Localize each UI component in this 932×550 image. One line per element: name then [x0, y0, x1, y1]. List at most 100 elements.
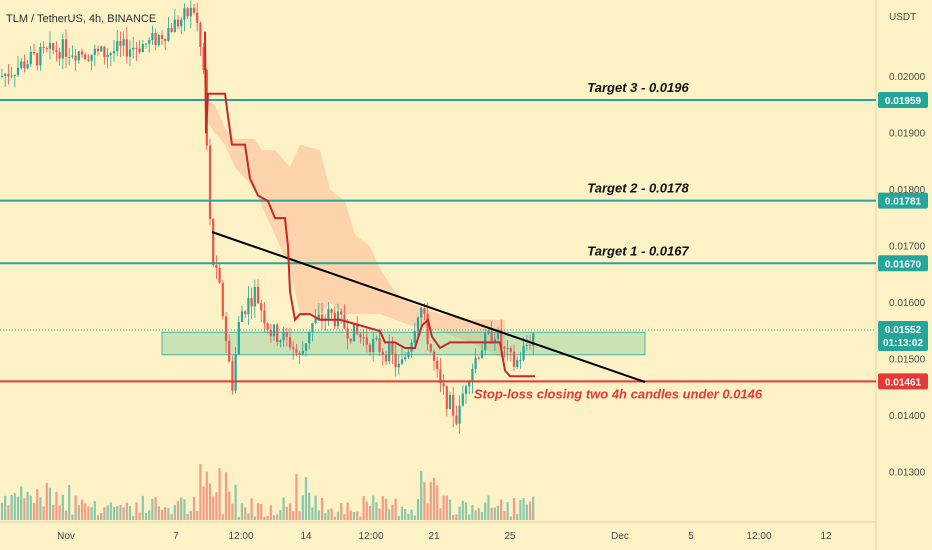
y-tick-label: 0.01400 — [889, 411, 926, 422]
candle-body — [234, 354, 237, 391]
candle-body — [327, 309, 330, 319]
candle-body — [503, 346, 506, 349]
candle-body — [96, 48, 100, 52]
candle-body — [39, 46, 42, 66]
candle-body — [500, 329, 503, 347]
candle-body — [445, 386, 448, 409]
volume-bar — [100, 512, 103, 520]
candle-body — [154, 33, 157, 46]
volume-bar — [368, 505, 372, 520]
candle-body — [87, 59, 90, 61]
volume-bar — [288, 503, 292, 520]
volume-bar — [77, 504, 80, 520]
volume-bar — [324, 513, 327, 520]
x-tick-label: 21 — [428, 531, 440, 542]
volume-bar — [346, 502, 349, 520]
volume-bars — [0, 464, 535, 520]
candle-body — [231, 361, 234, 391]
candle-body — [132, 47, 135, 50]
volume-bar — [13, 493, 16, 520]
x-tick-label: 12:00 — [228, 531, 253, 542]
candle-body — [362, 337, 365, 339]
volume-bar — [68, 485, 71, 520]
candle-body — [266, 323, 269, 330]
volume-bar — [480, 511, 484, 520]
candle-body — [292, 347, 295, 350]
level-price-badge — [878, 255, 928, 272]
candle-body — [4, 73, 7, 76]
volume-bar — [231, 503, 234, 520]
volume-bar — [359, 516, 362, 520]
volume-bar — [448, 499, 452, 520]
candle-body — [48, 43, 52, 49]
candle-body — [122, 39, 125, 46]
candle-body — [116, 41, 119, 52]
x-tick-label: 12:00 — [358, 531, 383, 542]
candle-body — [420, 308, 423, 318]
volume-bar — [196, 510, 199, 520]
supertrend-band — [208, 99, 505, 360]
candle-body — [375, 338, 378, 340]
candle-body — [301, 350, 304, 355]
volume-bar — [516, 513, 519, 520]
volume-bar — [484, 502, 487, 520]
volume-bar — [455, 514, 458, 520]
volume-bar — [135, 502, 138, 520]
trendlines — [204, 31, 646, 383]
candle-body — [413, 331, 416, 343]
volume-bar — [106, 505, 109, 520]
supertrend-band-fill — [208, 99, 505, 360]
volume-bar — [269, 505, 272, 520]
candle-body — [455, 415, 458, 424]
candle-body — [416, 317, 420, 332]
current-price-text: 0.01552 — [885, 325, 922, 336]
candle-body — [320, 314, 324, 321]
candle-body — [407, 351, 410, 358]
volume-bar — [394, 498, 397, 520]
candle-body — [464, 386, 468, 394]
candle-body — [32, 51, 36, 54]
candle-body — [317, 314, 320, 319]
candle-body — [52, 43, 55, 51]
candle-body — [144, 43, 148, 45]
volume-bar — [244, 507, 247, 520]
candle-body — [135, 47, 138, 49]
volume-bar — [132, 515, 135, 520]
volume-bar — [522, 498, 525, 520]
candle-body — [240, 311, 244, 322]
volume-bar — [112, 506, 116, 520]
candle-body — [186, 8, 189, 17]
volume-bar — [519, 500, 522, 520]
volume-bar — [183, 499, 186, 520]
volume-bar — [384, 498, 388, 520]
volume-bar — [234, 484, 237, 520]
candle-body — [228, 341, 231, 362]
volume-bar — [381, 496, 384, 520]
volume-bar — [295, 474, 298, 520]
candle-body — [199, 22, 202, 48]
candle-body — [439, 369, 442, 384]
volume-bar — [330, 508, 333, 520]
candle-body — [365, 337, 368, 345]
candle-body — [423, 308, 426, 314]
candle-body — [106, 54, 109, 58]
volume-bar — [314, 495, 317, 520]
volume-bar — [221, 514, 224, 520]
volume-bar — [202, 486, 205, 520]
candle-body — [138, 48, 141, 53]
volume-bar — [413, 515, 416, 520]
candle-body — [458, 405, 461, 424]
candle-body — [77, 51, 80, 61]
volume-bar — [279, 510, 282, 520]
volume-bar — [372, 495, 375, 520]
volume-bar — [397, 516, 400, 520]
candle-body — [282, 332, 285, 341]
volume-bar — [154, 497, 157, 520]
candle-body — [64, 39, 68, 57]
candle-body — [128, 49, 132, 57]
volume-bar — [208, 483, 212, 520]
volume-bar — [0, 502, 4, 520]
candle-body — [212, 218, 215, 266]
